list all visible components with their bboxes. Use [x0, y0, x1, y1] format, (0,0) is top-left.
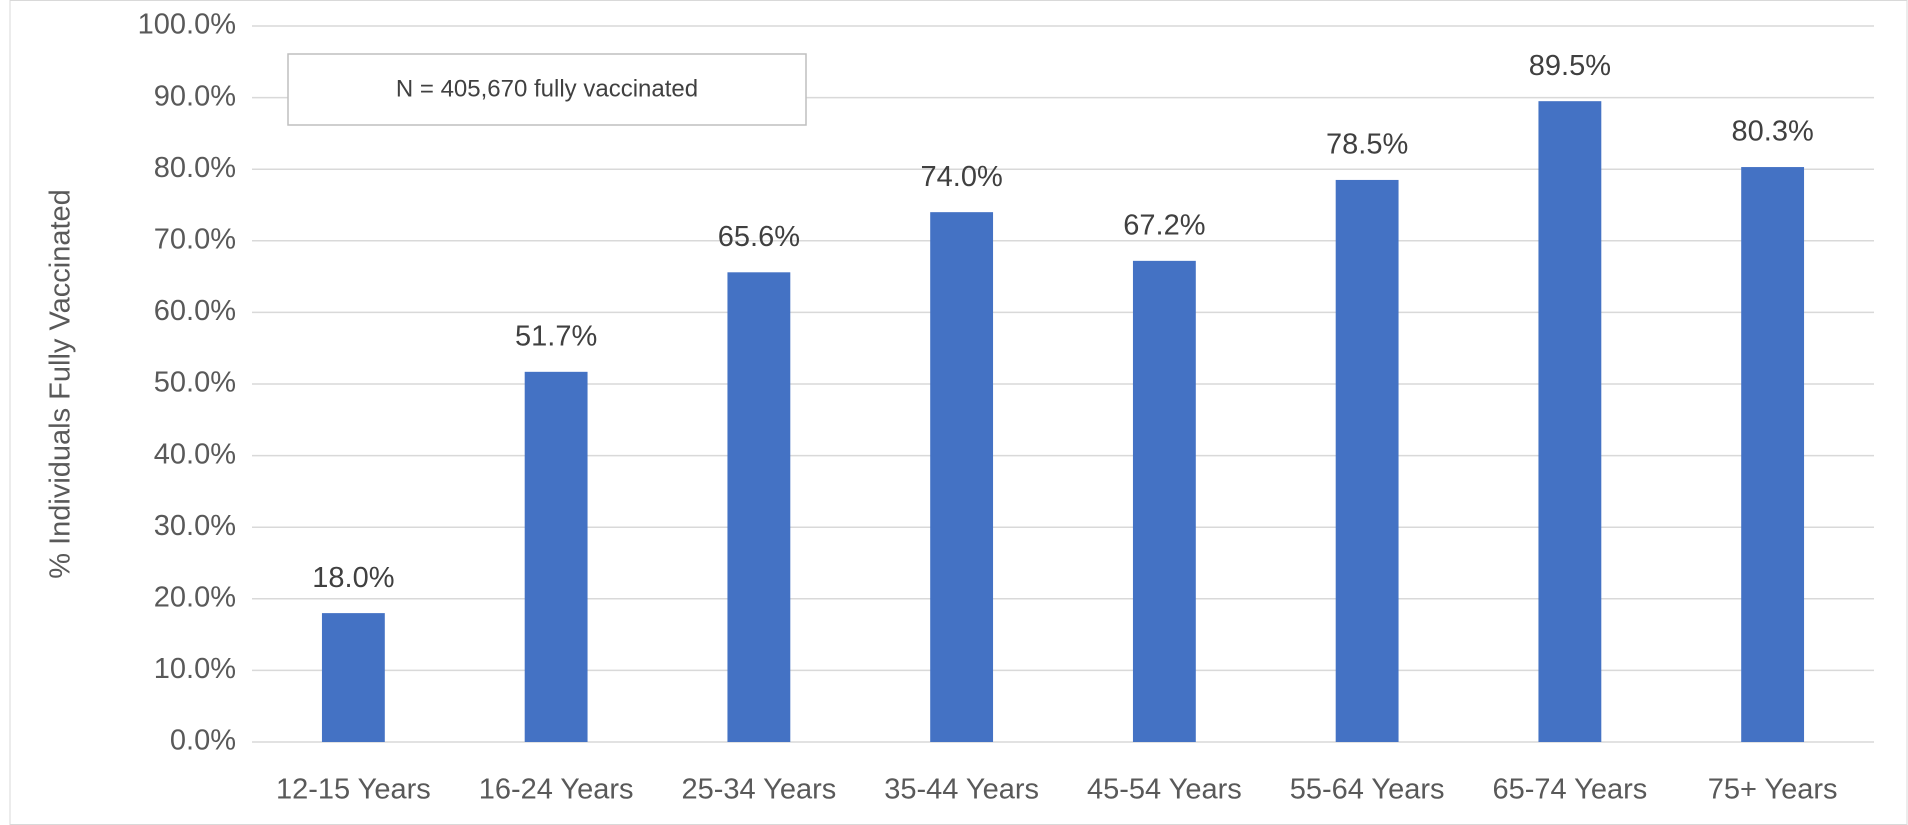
- y-tick-label: 70.0%: [154, 223, 236, 255]
- y-tick-label: 60.0%: [154, 295, 236, 327]
- x-tick-label: 25-34 Years: [681, 774, 836, 806]
- bar: [524, 371, 588, 742]
- y-tick-label: 30.0%: [154, 510, 236, 542]
- x-tick-label: 16-24 Years: [479, 774, 634, 806]
- y-tick-label: 90.0%: [154, 80, 236, 112]
- x-tick-label: 55-64 Years: [1290, 774, 1445, 806]
- x-tick-label: 75+ Years: [1708, 774, 1838, 806]
- data-label: 89.5%: [1529, 50, 1611, 82]
- y-tick-label: 0.0%: [170, 725, 236, 757]
- y-tick-label: 10.0%: [154, 653, 236, 685]
- y-tick-label: 80.0%: [154, 152, 236, 184]
- y-axis-title: % Individuals Fully Vaccinated: [45, 189, 77, 579]
- y-tick-label: 100.0%: [138, 9, 236, 41]
- data-label: 67.2%: [1123, 210, 1205, 242]
- data-label: 78.5%: [1326, 129, 1408, 161]
- data-label: 80.3%: [1732, 116, 1814, 148]
- annotation-box: [287, 53, 807, 126]
- data-label: 18.0%: [312, 562, 394, 594]
- x-tick-label: 35-44 Years: [884, 774, 1039, 806]
- y-tick-label: 40.0%: [154, 438, 236, 470]
- bar: [1132, 260, 1196, 742]
- annotation: N = 405,670 fully vaccinated: [396, 75, 698, 102]
- x-tick-label: 45-54 Years: [1087, 774, 1242, 806]
- x-tick-label: 65-74 Years: [1492, 774, 1647, 806]
- y-tick-label: 50.0%: [154, 367, 236, 399]
- data-label: 74.0%: [921, 161, 1003, 193]
- data-label: 51.7%: [515, 320, 597, 352]
- data-label: 65.6%: [718, 221, 800, 253]
- bar: [321, 613, 385, 742]
- bar: [1741, 167, 1805, 742]
- bar: [727, 272, 791, 742]
- bar: [1538, 101, 1602, 743]
- y-tick-label: 20.0%: [154, 581, 236, 613]
- x-tick-label: 12-15 Years: [276, 774, 431, 806]
- bar: [1335, 179, 1399, 742]
- bar: [930, 212, 994, 742]
